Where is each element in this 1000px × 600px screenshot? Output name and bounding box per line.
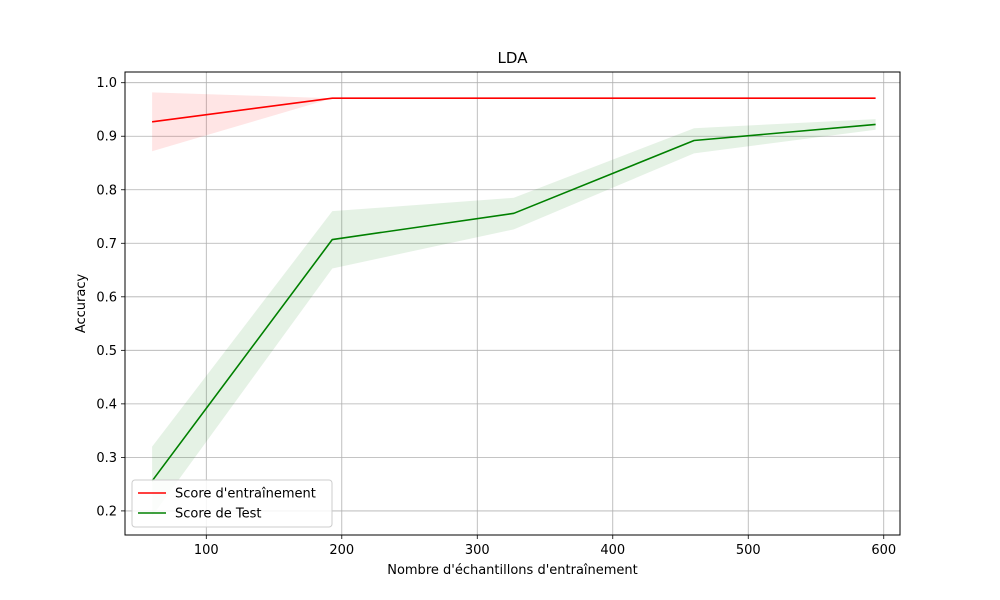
legend-label-1: Score de Test (175, 507, 262, 522)
x-tick-label: 500 (736, 543, 761, 558)
y-tick-label: 0.5 (96, 344, 117, 359)
y-tick-label: 0.8 (96, 183, 117, 198)
series-0-line (151, 97, 876, 123)
grid (125, 72, 900, 535)
chart-title: LDA (498, 49, 529, 67)
series-1-band (152, 119, 876, 517)
y-tick-label: 0.6 (96, 290, 117, 305)
x-tick-label: 200 (329, 543, 354, 558)
x-tick-label: 100 (194, 543, 219, 558)
legend: Score d'entraînement Score de Test (131, 479, 333, 528)
y-tick-label: 0.9 (96, 130, 117, 145)
legend-box (131, 479, 333, 528)
y-axis-label: Accuracy (74, 274, 89, 334)
y-tick-label: 0.4 (96, 397, 117, 412)
series-1-line (151, 123, 876, 482)
x-tick-label: 600 (871, 543, 896, 558)
x-axis-label: Nombre d'échantillons d'entraînement (387, 563, 638, 578)
y-tick-label: 0.2 (96, 504, 117, 519)
series-lines (151, 97, 876, 482)
y-tick-label: 0.7 (96, 237, 117, 252)
x-tick-label: 400 (600, 543, 625, 558)
x-tick-label: 300 (465, 543, 490, 558)
confidence-bands (152, 92, 876, 517)
series-0-band (152, 92, 876, 152)
legend-label-0: Score d'entraînement (175, 487, 316, 502)
axis-ticks: 100 200 300 400 500 600 0.2 0.3 0.4 0.5 0.6 0.7 0.8 0… (96, 76, 896, 558)
y-tick-label: 0.3 (96, 451, 117, 466)
y-tick-label: 1.0 (96, 76, 117, 91)
plot-frame (124, 71, 901, 536)
